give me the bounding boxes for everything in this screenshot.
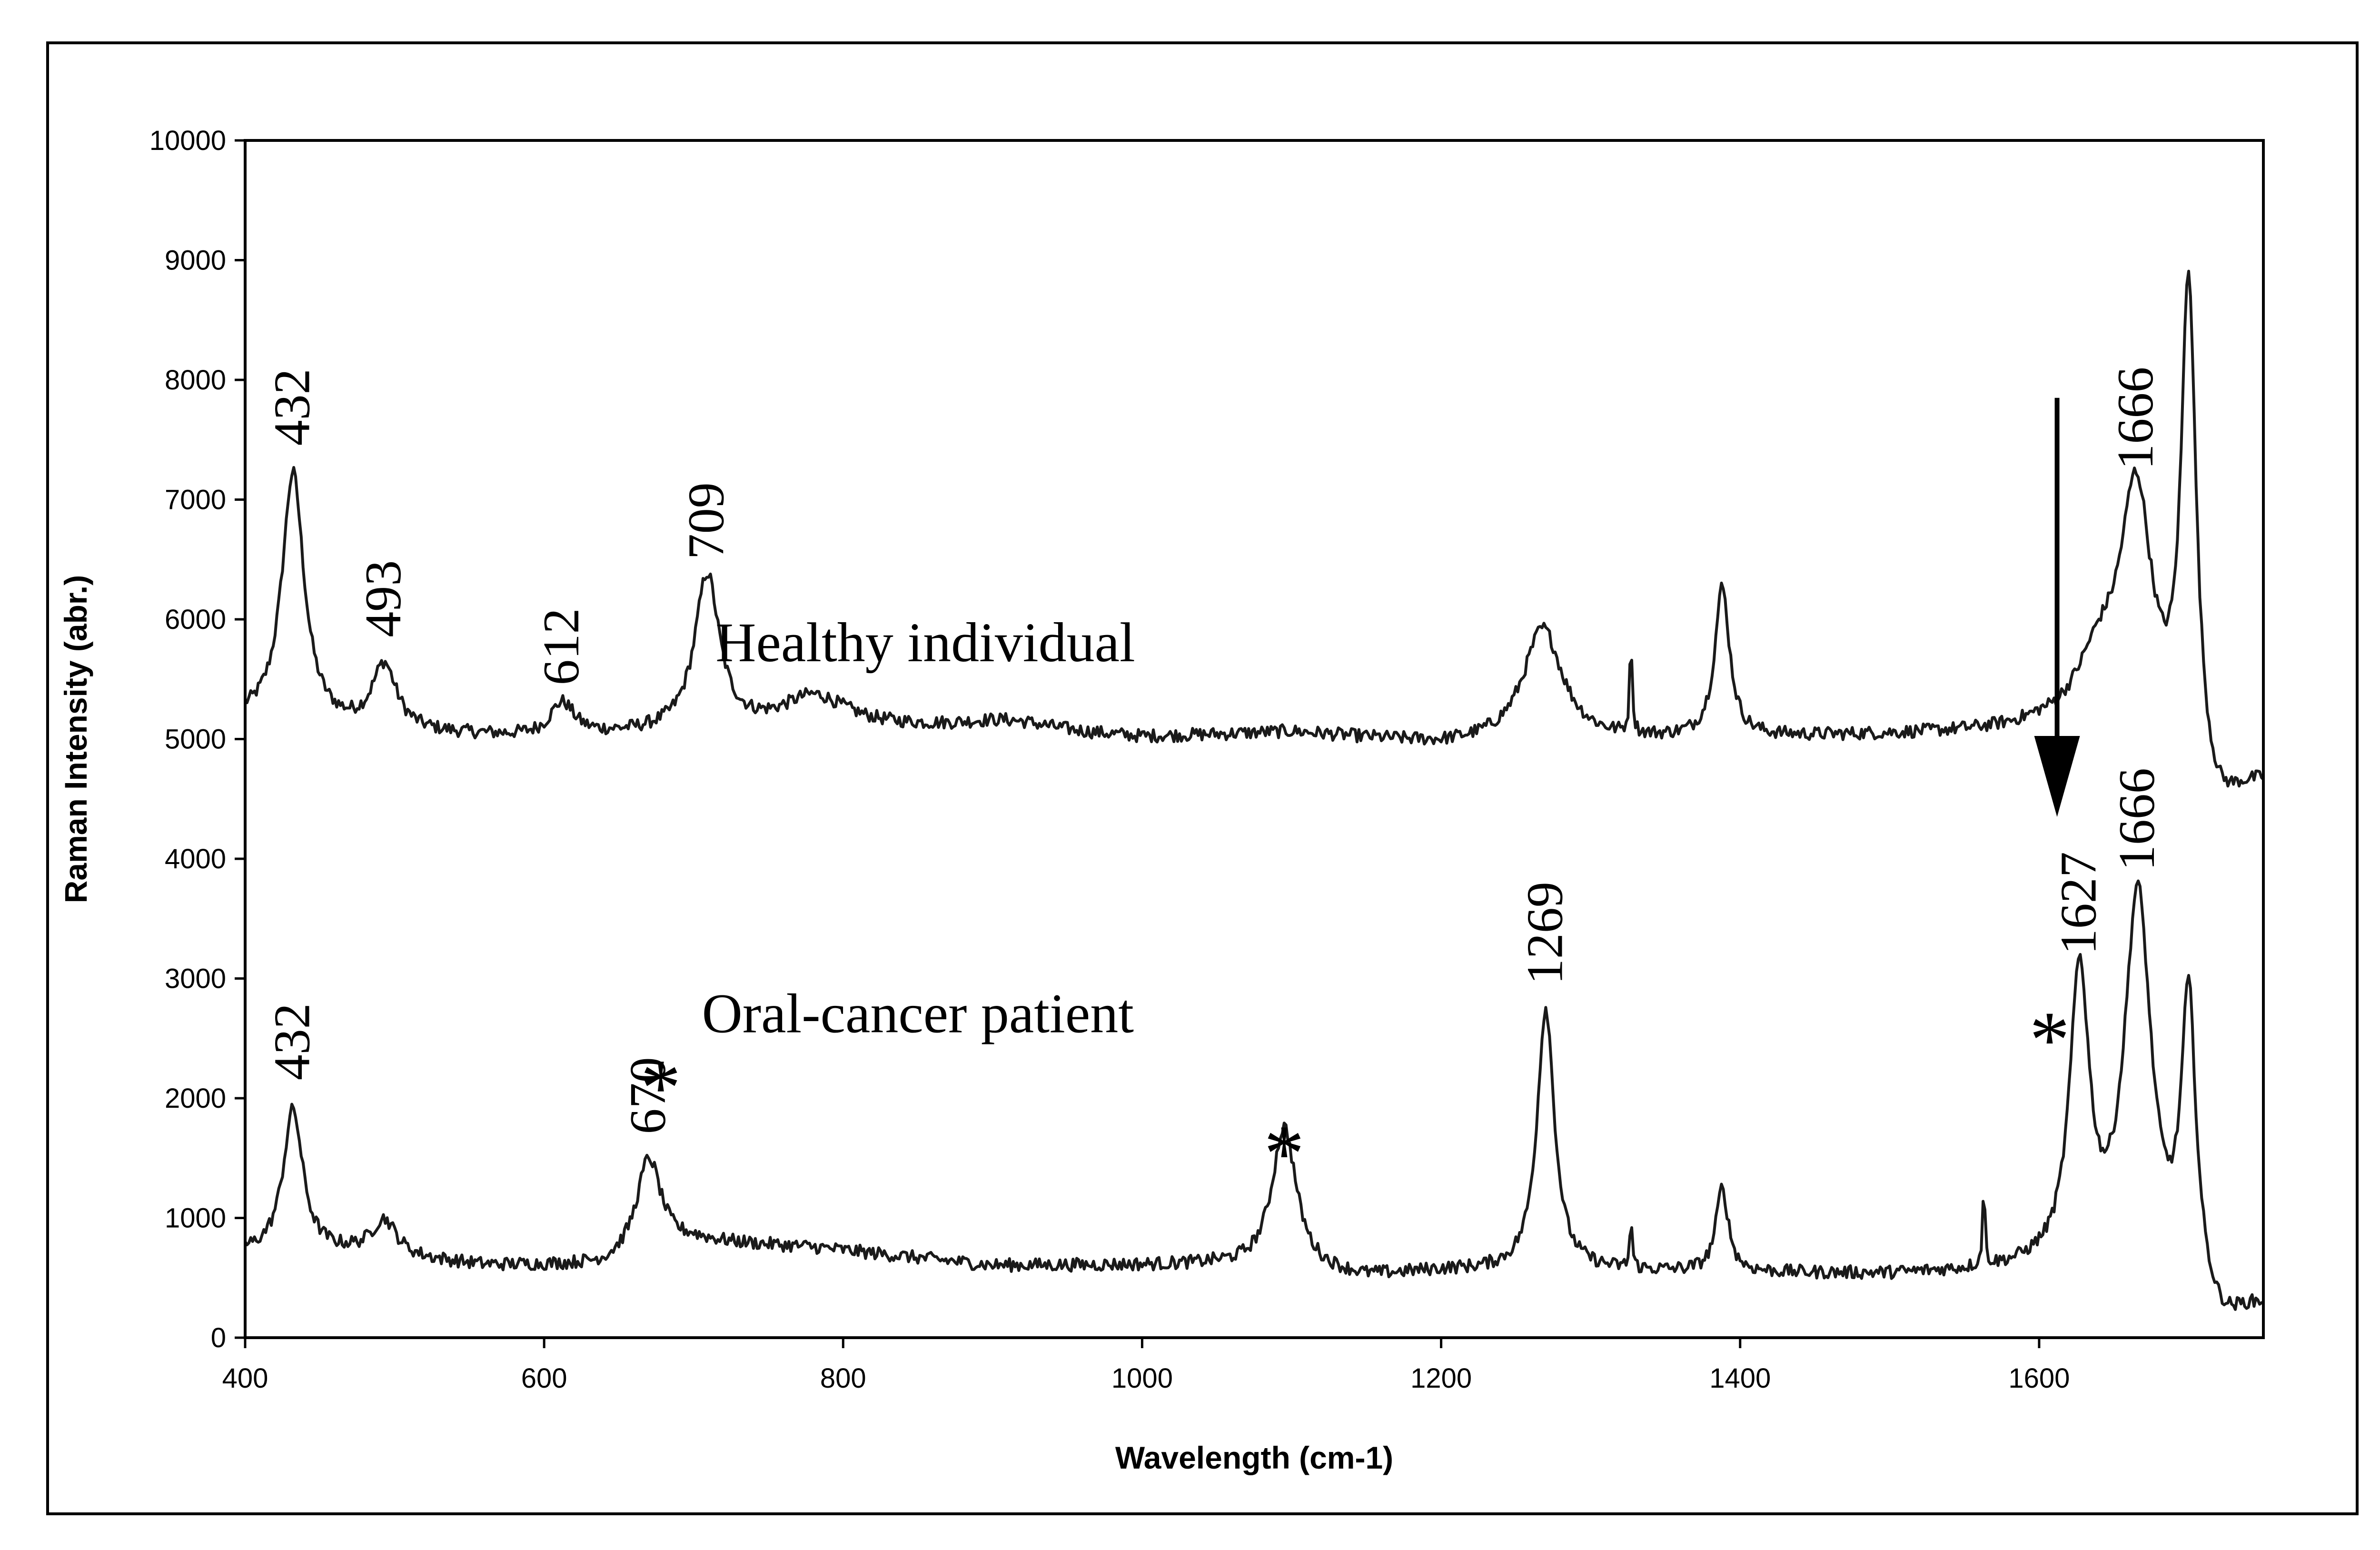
cancer-peak-label: 1269 [1517,882,1573,984]
y-tick-label: 10000 [149,125,226,156]
y-tick-label: 3000 [165,964,226,994]
healthy-peak-label: 432 [264,368,321,446]
asterisk-marker: * [2029,995,2070,1084]
y-tick-label: 6000 [165,604,226,635]
x-tick-label: 1400 [1709,1363,1771,1394]
cancer-series-line [244,879,2264,1311]
x-axis-ticks: 400 600 800 1000 1200 1400 1600 [222,1338,2070,1394]
down-arrow-icon [2034,397,2080,817]
x-axis-title: Wavelength (cm-1) [1115,1440,1393,1475]
healthy-peak-label: 709 [678,482,734,559]
cancer-peak-label: 670 [620,1057,676,1134]
y-axis-ticks: 0 1000 2000 3000 4000 5000 6000 7000 8000 9000 100… [149,125,245,1353]
healthy-series-line [244,269,2265,788]
y-tick-label: 4000 [165,844,226,874]
y-tick-label: 0 [211,1322,226,1353]
cancer-peak-label: 1627 [2051,852,2107,954]
x-tick-label: 800 [820,1363,866,1394]
y-tick-label: 2000 [165,1083,226,1114]
x-tick-label: 1200 [1410,1363,1472,1394]
cancer-peak-label: 432 [264,1003,321,1080]
plot-area-border [244,139,2265,1339]
y-tick-label: 1000 [165,1203,226,1234]
cancer-peak-label: 1666 [2109,768,2165,871]
asterisk-marker: * [1264,1109,1304,1198]
healthy-peak-label: 612 [533,608,590,685]
x-tick-label: 400 [222,1363,268,1394]
y-tick-label: 7000 [165,485,226,516]
y-tick-label: 9000 [165,245,226,276]
series-layer [244,269,2265,1311]
y-axis-title: Raman Intensity (abr.) [58,575,93,904]
healthy-series-label: Healthy individual [715,611,1135,674]
healthy-peak-label: 1666 [2107,367,2164,470]
x-tick-label: 1600 [2008,1363,2070,1394]
x-tick-label: 600 [521,1363,567,1394]
x-tick-label: 1000 [1111,1363,1173,1394]
figure-frame [46,41,2359,1515]
asterisk-marker: * [641,1043,681,1133]
cancer-series-label: Oral-cancer patient [702,983,1134,1045]
healthy-peak-label: 493 [355,560,412,637]
y-tick-label: 5000 [165,724,226,755]
y-tick-label: 8000 [165,365,226,396]
arrow-head [2034,735,2080,817]
